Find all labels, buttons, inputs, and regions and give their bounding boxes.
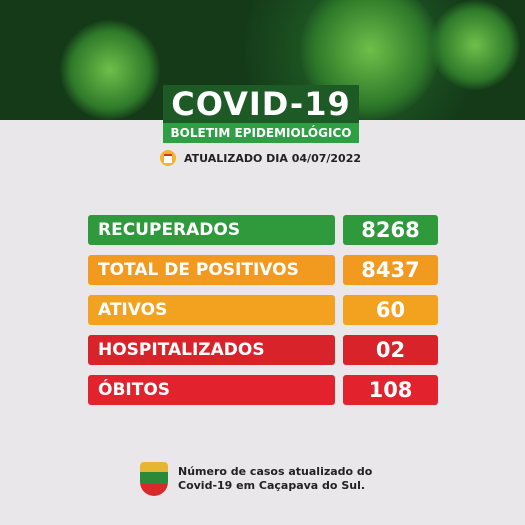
virus-image xyxy=(60,20,160,120)
virus-image xyxy=(430,0,520,90)
calendar-icon xyxy=(160,150,176,166)
footer-line: Número de casos atualizado do xyxy=(178,465,373,478)
stat-row: ÓBITOS 108 xyxy=(88,375,438,405)
stat-label: ATIVOS xyxy=(88,295,335,325)
date-row: ATUALIZADO DIA 04/07/2022 xyxy=(160,148,361,168)
stat-row: TOTAL DE POSITIVOS 8437 xyxy=(88,255,438,285)
stat-label: RECUPERADOS xyxy=(88,215,335,245)
title: COVID-19 xyxy=(163,85,359,123)
footer-text: Número de casos atualizado do Covid-19 e… xyxy=(178,465,372,493)
stat-row: RECUPERADOS 8268 xyxy=(88,215,438,245)
hero-image xyxy=(0,0,525,120)
stat-value: 8268 xyxy=(343,215,438,245)
stat-value: 8437 xyxy=(343,255,438,285)
stat-value: 60 xyxy=(343,295,438,325)
date-text: ATUALIZADO DIA 04/07/2022 xyxy=(184,151,362,165)
stat-value: 02 xyxy=(343,335,438,365)
footer: Número de casos atualizado do Covid-19 e… xyxy=(140,462,372,496)
stat-row: HOSPITALIZADOS 02 xyxy=(88,335,438,365)
stat-row: ATIVOS 60 xyxy=(88,295,438,325)
crest-icon xyxy=(140,462,168,496)
subtitle: BOLETIM EPIDEMIOLÓGICO xyxy=(163,123,359,143)
stat-label: ÓBITOS xyxy=(88,375,335,405)
footer-line: Covid-19 em Caçapava do Sul. xyxy=(178,479,366,492)
stat-label: HOSPITALIZADOS xyxy=(88,335,335,365)
stat-label: TOTAL DE POSITIVOS xyxy=(88,255,335,285)
stat-value: 108 xyxy=(343,375,438,405)
